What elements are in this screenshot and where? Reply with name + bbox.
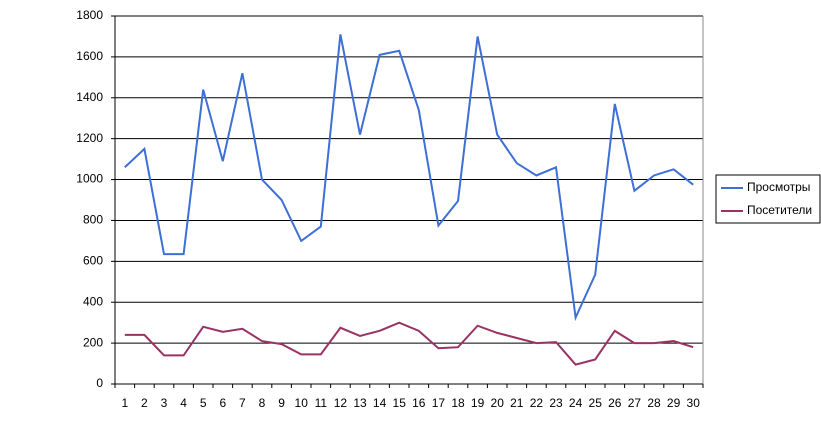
x-tick-label: 16 xyxy=(412,396,426,410)
y-tick-label: 1200 xyxy=(76,131,103,145)
x-tick-label: 20 xyxy=(491,396,505,410)
y-tick-label: 800 xyxy=(83,213,103,227)
x-tick-label: 25 xyxy=(589,396,603,410)
series-line xyxy=(124,34,694,322)
x-tick-label: 24 xyxy=(569,396,583,410)
x-tick-label: 17 xyxy=(432,396,446,410)
x-tick-label: 29 xyxy=(667,396,681,410)
y-tick-label: 1800 xyxy=(76,8,103,22)
x-tick-label: 4 xyxy=(180,396,187,410)
x-tick-label: 8 xyxy=(259,396,266,410)
x-tick-label: 3 xyxy=(161,396,168,410)
y-tick-label: 200 xyxy=(83,335,103,349)
x-tick-label: 22 xyxy=(530,396,544,410)
x-tick-label: 27 xyxy=(628,396,642,410)
x-tick-label: 18 xyxy=(451,396,465,410)
legend-label: Посетители xyxy=(747,203,812,217)
x-tick-label: 2 xyxy=(141,396,148,410)
x-tick-label: 6 xyxy=(219,396,226,410)
x-tick-label: 21 xyxy=(510,396,524,410)
x-tick-label: 1 xyxy=(121,396,128,410)
x-tick-label: 13 xyxy=(353,396,367,410)
x-tick-label: 11 xyxy=(315,396,328,410)
x-tick-label: 15 xyxy=(393,396,407,410)
x-tick-label: 19 xyxy=(471,396,485,410)
y-tick-label: 600 xyxy=(83,254,103,268)
x-tick-label: 5 xyxy=(200,396,207,410)
x-tick-label: 23 xyxy=(549,396,563,410)
x-tick-label: 26 xyxy=(608,396,622,410)
y-tick-label: 1400 xyxy=(76,90,103,104)
legend-box xyxy=(715,174,821,224)
x-tick-label: 10 xyxy=(295,396,309,410)
x-tick-label: 7 xyxy=(239,396,246,410)
x-tick-label: 28 xyxy=(647,396,661,410)
legend-label: Просмотры xyxy=(747,180,810,194)
series-line xyxy=(124,321,694,366)
y-tick-label: 400 xyxy=(83,294,103,308)
y-tick-label: 1000 xyxy=(76,172,103,186)
x-tick-label: 14 xyxy=(373,396,387,410)
x-tick-label: 9 xyxy=(278,396,285,410)
y-tick-label: 0 xyxy=(96,376,103,390)
x-tick-label: 30 xyxy=(687,396,701,410)
y-tick-label: 1600 xyxy=(76,49,103,63)
x-tick-label: 12 xyxy=(334,396,348,410)
